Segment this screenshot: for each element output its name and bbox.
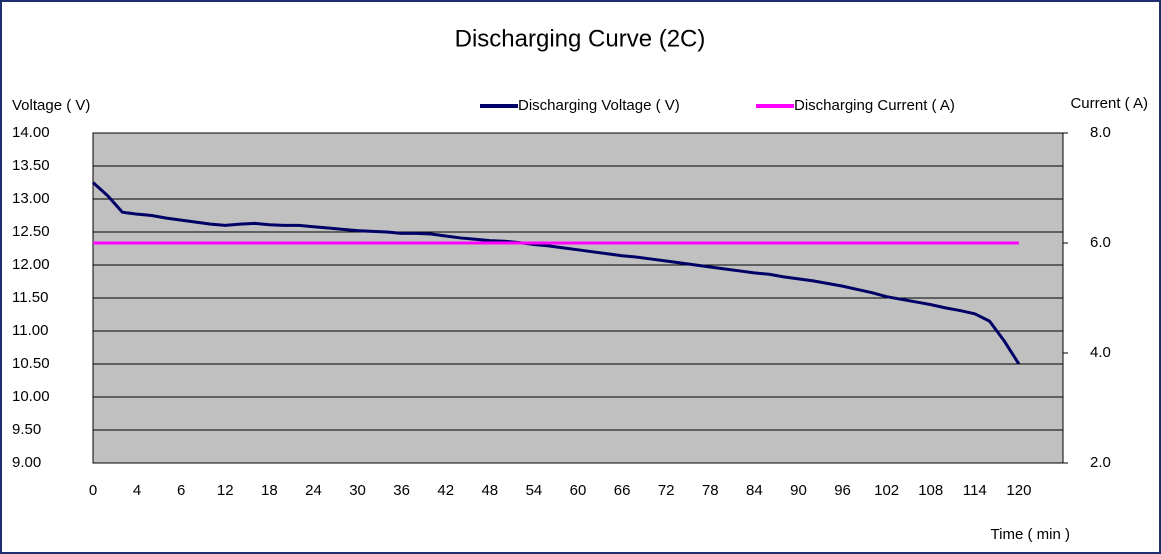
legend-label: Discharging Current ( A) bbox=[794, 97, 955, 114]
legend-label: Discharging Voltage ( V) bbox=[518, 97, 680, 114]
y-tick-label: 11.00 bbox=[12, 322, 48, 339]
y-tick-label: 12.00 bbox=[12, 256, 50, 273]
x-tick-label: 54 bbox=[526, 482, 543, 499]
y-tick-label: 9.00 bbox=[12, 454, 41, 471]
y-axis-title: Voltage ( V) bbox=[12, 97, 90, 114]
x-tick-label: 120 bbox=[1006, 482, 1031, 499]
x-tick-label: 6 bbox=[177, 482, 185, 499]
chart-title: Discharging Curve (2C) bbox=[455, 25, 706, 52]
y2-tick-label: 2.0 bbox=[1090, 454, 1111, 471]
y-tick-label: 10.00 bbox=[12, 388, 50, 405]
y2-tick-label: 4.0 bbox=[1090, 344, 1111, 361]
x-tick-label: 96 bbox=[834, 482, 851, 499]
x-tick-label: 36 bbox=[393, 482, 410, 499]
y2-tick-label: 6.0 bbox=[1090, 234, 1111, 251]
y-tick-label: 13.00 bbox=[12, 190, 50, 207]
y2-axis-title: Current ( A) bbox=[1070, 95, 1148, 112]
y-tick-label: 10.50 bbox=[12, 355, 50, 372]
x-tick-label: 78 bbox=[702, 482, 719, 499]
x-tick-label: 102 bbox=[874, 482, 899, 499]
x-tick-label: 30 bbox=[349, 482, 366, 499]
x-tick-label: 114 bbox=[963, 482, 987, 499]
x-tick-label: 18 bbox=[261, 482, 278, 499]
x-tick-label: 4 bbox=[133, 482, 141, 499]
x-tick-label: 0 bbox=[89, 482, 97, 499]
x-tick-label: 108 bbox=[918, 482, 943, 499]
y-tick-label: 13.50 bbox=[12, 157, 50, 174]
x-tick-label: 90 bbox=[790, 482, 807, 499]
x-tick-label: 84 bbox=[746, 482, 763, 499]
x-tick-label: 24 bbox=[305, 482, 322, 499]
y2-tick-label: 8.0 bbox=[1090, 124, 1111, 141]
x-tick-label: 12 bbox=[217, 482, 234, 499]
x-tick-label: 72 bbox=[658, 482, 675, 499]
y-tick-label: 9.50 bbox=[12, 421, 41, 438]
x-tick-label: 42 bbox=[437, 482, 454, 499]
x-axis-title: Time ( min ) bbox=[991, 526, 1070, 543]
x-tick-label: 66 bbox=[614, 482, 631, 499]
y-tick-label: 14.00 bbox=[12, 124, 50, 141]
y-tick-label: 11.50 bbox=[12, 289, 48, 306]
x-tick-label: 48 bbox=[481, 482, 498, 499]
series-line bbox=[91, 181, 1021, 365]
y-tick-label: 12.50 bbox=[12, 223, 50, 240]
x-tick-label: 60 bbox=[570, 482, 587, 499]
